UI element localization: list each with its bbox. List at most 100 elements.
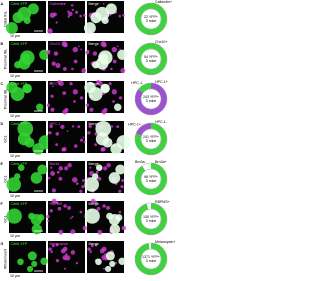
- magenta-signal: [101, 254, 107, 261]
- channel-label: HPC-1: [50, 122, 61, 126]
- segment-label: Brn3a-: [135, 160, 147, 164]
- donut-hole-outline: [140, 208, 162, 230]
- region-label: Proximal INL: [3, 89, 7, 110]
- donut-hole-outline: [140, 88, 162, 110]
- magenta-signal: [53, 51, 59, 56]
- magenta-signal: [94, 243, 98, 247]
- donut-center-text: 243 YFP+: [143, 95, 159, 99]
- magenta-signal: [85, 50, 90, 55]
- magenta-signal: [69, 217, 72, 220]
- magenta-signal: [48, 131, 52, 135]
- green-cell: [17, 164, 25, 171]
- magenta-signal: [51, 61, 56, 66]
- segment-label: HPC-1+: [155, 80, 168, 84]
- green-cell: [31, 223, 43, 235]
- channel-label: Chx10: [50, 42, 60, 46]
- magenta-signal: [79, 189, 83, 193]
- magenta-signal: [67, 11, 73, 17]
- donut-segment: [135, 163, 167, 195]
- magenta-signal: [50, 171, 56, 176]
- channel-label: Cdh6-YFP: [11, 242, 28, 246]
- channel-label: Cdh6-YFP: [11, 82, 28, 86]
- channel-label: Cdh6-YFP: [11, 122, 28, 126]
- region-label: Distal INL: [3, 11, 7, 27]
- magenta-signal: [58, 166, 64, 171]
- magenta-signal: [58, 229, 64, 235]
- magenta-signal: [118, 189, 122, 193]
- donut-hole-outline: [140, 8, 162, 30]
- magenta-signal: [50, 166, 53, 169]
- segment-label: HPC-1-: [131, 81, 144, 85]
- micrograph: [48, 81, 85, 113]
- magenta-signal: [111, 89, 117, 95]
- magenta-signal: [118, 96, 123, 100]
- scale-label: 10 µm: [10, 234, 20, 238]
- magenta-signal: [96, 206, 101, 211]
- magenta-signal: [85, 103, 90, 107]
- scale-label: 10 µm: [10, 154, 20, 158]
- magenta-signal: [51, 244, 55, 248]
- magenta-signal: [75, 10, 79, 14]
- magenta-signal: [101, 109, 107, 115]
- panel-letter: A: [1, 2, 4, 6]
- magenta-signal: [46, 50, 51, 55]
- magenta-signal: [67, 163, 72, 168]
- magenta-signal: [71, 67, 74, 71]
- green-cell: [17, 120, 34, 137]
- green-cell: [105, 251, 115, 261]
- channel-label: Calbindin: [50, 2, 65, 6]
- green-cell: [26, 265, 34, 273]
- magenta-signal: [47, 176, 51, 180]
- green-cell: [117, 49, 128, 60]
- region-label: GCL: [3, 215, 7, 222]
- magenta-signal: [70, 250, 76, 255]
- channel-label: Brn3a: [50, 162, 60, 166]
- panel-letter: C: [1, 82, 4, 86]
- donut-center-text: 3 mice: [146, 139, 157, 143]
- channel-label: Merge: [89, 242, 99, 246]
- green-cell: [27, 3, 39, 15]
- magenta-signal: [81, 68, 87, 74]
- magenta-signal: [103, 267, 106, 270]
- donut-center-text: 1371 YFP+: [142, 255, 160, 259]
- magenta-signal: [92, 51, 98, 56]
- magenta-signal: [120, 185, 124, 189]
- green-cell: [27, 251, 37, 261]
- magenta-signal: [60, 124, 65, 129]
- green-cell: [5, 22, 18, 35]
- magenta-signal: [83, 13, 86, 17]
- magenta-signal: [53, 12, 57, 17]
- magenta-signal: [97, 229, 103, 235]
- green-cell: [116, 135, 131, 150]
- channel-label: Cdh6-YFP: [11, 42, 28, 46]
- green-cell: [6, 177, 21, 192]
- magenta-signal: [55, 259, 60, 263]
- donut-center-text: 3 mice: [146, 59, 157, 63]
- magenta-signal: [77, 45, 80, 48]
- green-cell: [22, 83, 32, 94]
- donut-segment: [135, 203, 167, 235]
- green-cell: [6, 208, 22, 224]
- donut-center-text: 150 YFP+: [143, 215, 159, 219]
- segment-label: Melanopsin+: [155, 240, 175, 244]
- panel-letter: B: [1, 42, 4, 46]
- magenta-signal: [62, 246, 68, 252]
- magenta-signal: [89, 166, 92, 169]
- green-cell: [37, 214, 45, 222]
- magenta-signal: [64, 166, 69, 171]
- magenta-signal: [112, 59, 117, 64]
- magenta-signal: [87, 247, 91, 252]
- panel-letter: D: [1, 122, 4, 126]
- magenta-signal: [110, 67, 113, 71]
- segment-label: Calbindin+: [155, 0, 172, 4]
- donut-center-text: 3 mice: [146, 19, 157, 23]
- magenta-signal: [111, 46, 117, 53]
- magenta-signal: [55, 21, 58, 24]
- green-cell: [40, 257, 48, 266]
- magenta-signal: [72, 89, 78, 95]
- magenta-signal: [67, 15, 70, 18]
- magenta-signal: [118, 14, 121, 18]
- panel-letter: E: [1, 162, 4, 166]
- channel-label: Cdh6-YFP: [11, 202, 28, 206]
- scale-label: 10 µm: [10, 194, 20, 198]
